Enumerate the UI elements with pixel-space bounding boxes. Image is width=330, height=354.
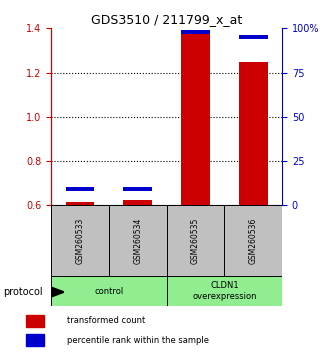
Bar bbox=[26, 334, 44, 346]
Bar bbox=[181, 30, 210, 34]
Text: GSM260533: GSM260533 bbox=[76, 217, 84, 264]
Bar bbox=[51, 276, 167, 306]
Bar bbox=[167, 205, 224, 276]
Text: GSM260534: GSM260534 bbox=[133, 217, 142, 264]
Title: GDS3510 / 211799_x_at: GDS3510 / 211799_x_at bbox=[91, 13, 242, 26]
Bar bbox=[181, 33, 210, 205]
Bar bbox=[123, 200, 152, 205]
Bar bbox=[109, 205, 167, 276]
Bar bbox=[123, 187, 152, 192]
Text: percentile rank within the sample: percentile rank within the sample bbox=[67, 336, 209, 345]
Bar bbox=[66, 202, 94, 205]
Text: CLDN1
overexpression: CLDN1 overexpression bbox=[192, 281, 257, 301]
Bar bbox=[26, 315, 44, 327]
Bar bbox=[239, 62, 268, 205]
Text: control: control bbox=[94, 287, 123, 296]
Text: protocol: protocol bbox=[3, 287, 43, 297]
Text: transformed count: transformed count bbox=[67, 316, 145, 325]
Bar bbox=[239, 35, 268, 39]
Text: GSM260535: GSM260535 bbox=[191, 217, 200, 264]
Bar bbox=[51, 205, 109, 276]
Bar bbox=[167, 276, 282, 306]
Bar bbox=[224, 205, 282, 276]
Text: GSM260536: GSM260536 bbox=[249, 217, 258, 264]
Polygon shape bbox=[51, 287, 64, 297]
Bar bbox=[66, 187, 94, 192]
